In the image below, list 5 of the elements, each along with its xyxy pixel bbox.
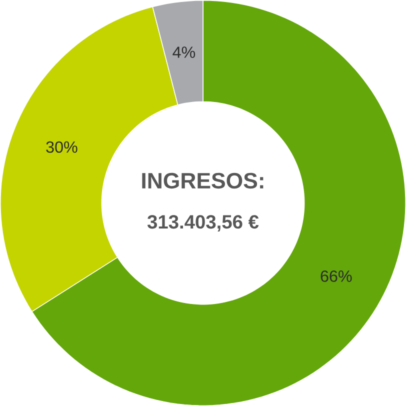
text: 313.403,56 € bbox=[147, 215, 259, 232]
data-label: 30% bbox=[46, 141, 78, 153]
text: INGRESOS: bbox=[142, 172, 264, 189]
data-label: 66% bbox=[320, 270, 352, 282]
data-label: 4% bbox=[172, 46, 196, 58]
